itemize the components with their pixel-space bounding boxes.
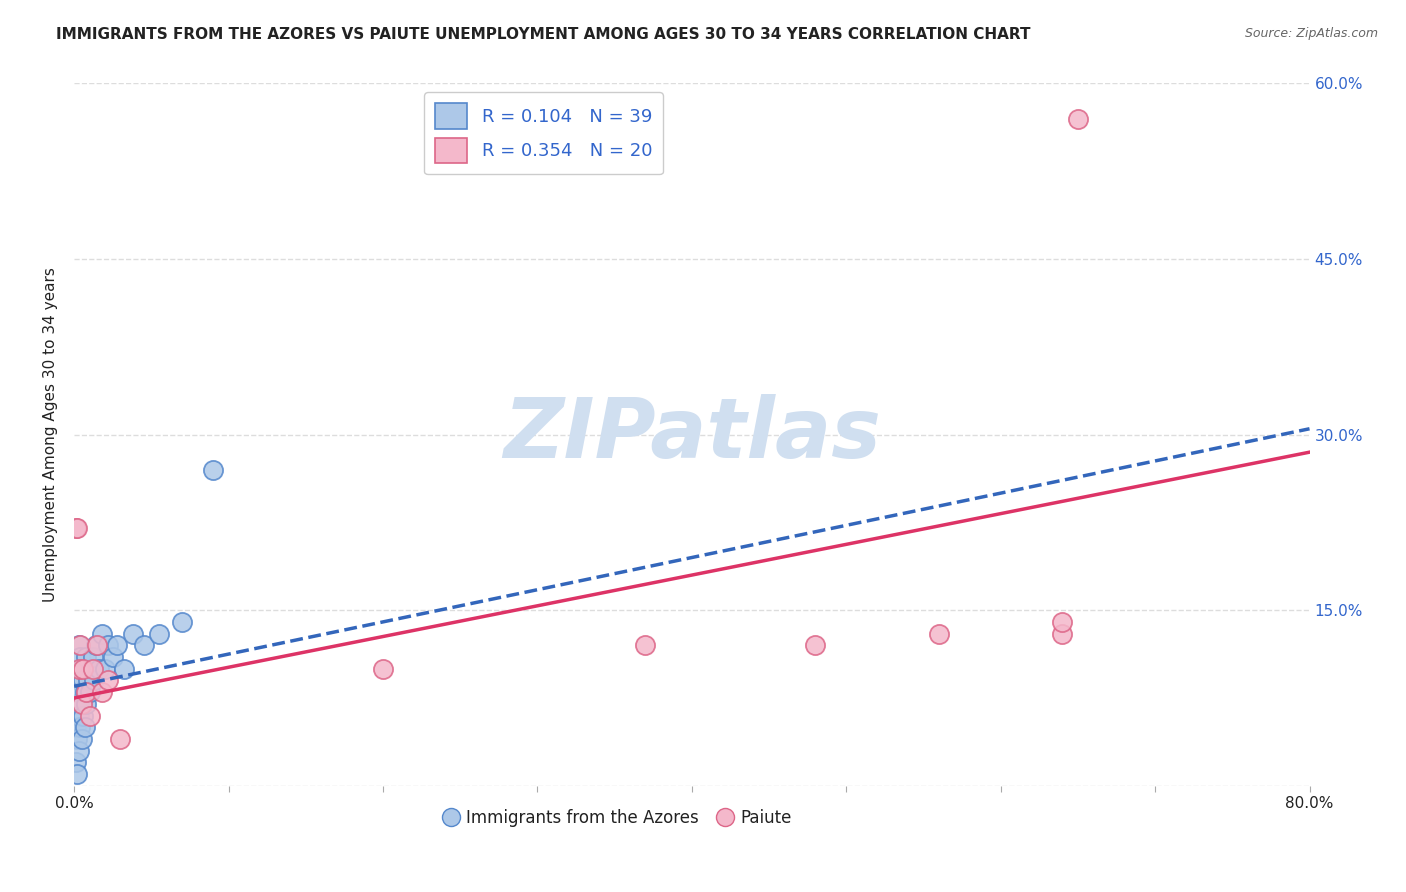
Point bbox=[79, 685, 101, 699]
Point bbox=[202, 463, 225, 477]
Point bbox=[65, 756, 87, 770]
Point bbox=[70, 731, 93, 746]
Point bbox=[69, 685, 91, 699]
Point bbox=[86, 638, 108, 652]
Legend: Immigrants from the Azores, Paiute: Immigrants from the Azores, Paiute bbox=[437, 802, 799, 834]
Point bbox=[67, 662, 90, 676]
Point bbox=[80, 662, 103, 676]
Point bbox=[110, 731, 132, 746]
Point bbox=[172, 615, 194, 629]
Point bbox=[121, 626, 143, 640]
Point bbox=[97, 638, 120, 652]
Point bbox=[69, 650, 91, 665]
Point bbox=[87, 662, 110, 676]
Point bbox=[72, 708, 94, 723]
Point bbox=[67, 673, 90, 688]
Point bbox=[132, 638, 155, 652]
Point bbox=[1052, 626, 1074, 640]
Point bbox=[72, 673, 94, 688]
Point bbox=[70, 697, 93, 711]
Point bbox=[90, 626, 112, 640]
Point bbox=[72, 662, 94, 676]
Point bbox=[83, 673, 105, 688]
Y-axis label: Unemployment Among Ages 30 to 34 years: Unemployment Among Ages 30 to 34 years bbox=[44, 268, 58, 602]
Point bbox=[371, 662, 394, 676]
Point bbox=[75, 697, 97, 711]
Point bbox=[67, 744, 90, 758]
Point bbox=[67, 708, 90, 723]
Point bbox=[79, 708, 101, 723]
Point bbox=[66, 767, 89, 781]
Point bbox=[77, 673, 100, 688]
Point bbox=[69, 720, 91, 734]
Point bbox=[82, 650, 104, 665]
Point bbox=[97, 673, 120, 688]
Point bbox=[66, 731, 89, 746]
Point bbox=[66, 697, 89, 711]
Point bbox=[928, 626, 950, 640]
Point bbox=[1067, 112, 1090, 126]
Point bbox=[94, 662, 117, 676]
Point bbox=[148, 626, 170, 640]
Point bbox=[65, 720, 87, 734]
Point bbox=[65, 521, 87, 535]
Point bbox=[84, 638, 107, 652]
Point bbox=[69, 638, 91, 652]
Point bbox=[75, 685, 97, 699]
Point bbox=[70, 662, 93, 676]
Text: IMMIGRANTS FROM THE AZORES VS PAIUTE UNEMPLOYMENT AMONG AGES 30 TO 34 YEARS CORR: IMMIGRANTS FROM THE AZORES VS PAIUTE UNE… bbox=[56, 27, 1031, 42]
Point bbox=[804, 638, 827, 652]
Point bbox=[1052, 615, 1074, 629]
Point bbox=[67, 638, 90, 652]
Point bbox=[70, 697, 93, 711]
Text: ZIPatlas: ZIPatlas bbox=[503, 394, 880, 475]
Point bbox=[73, 685, 96, 699]
Point bbox=[82, 662, 104, 676]
Point bbox=[90, 685, 112, 699]
Point bbox=[634, 638, 657, 652]
Point bbox=[112, 662, 135, 676]
Point bbox=[75, 650, 97, 665]
Point bbox=[73, 720, 96, 734]
Point bbox=[101, 650, 124, 665]
Text: Source: ZipAtlas.com: Source: ZipAtlas.com bbox=[1244, 27, 1378, 40]
Point bbox=[105, 638, 128, 652]
Point bbox=[66, 521, 89, 535]
